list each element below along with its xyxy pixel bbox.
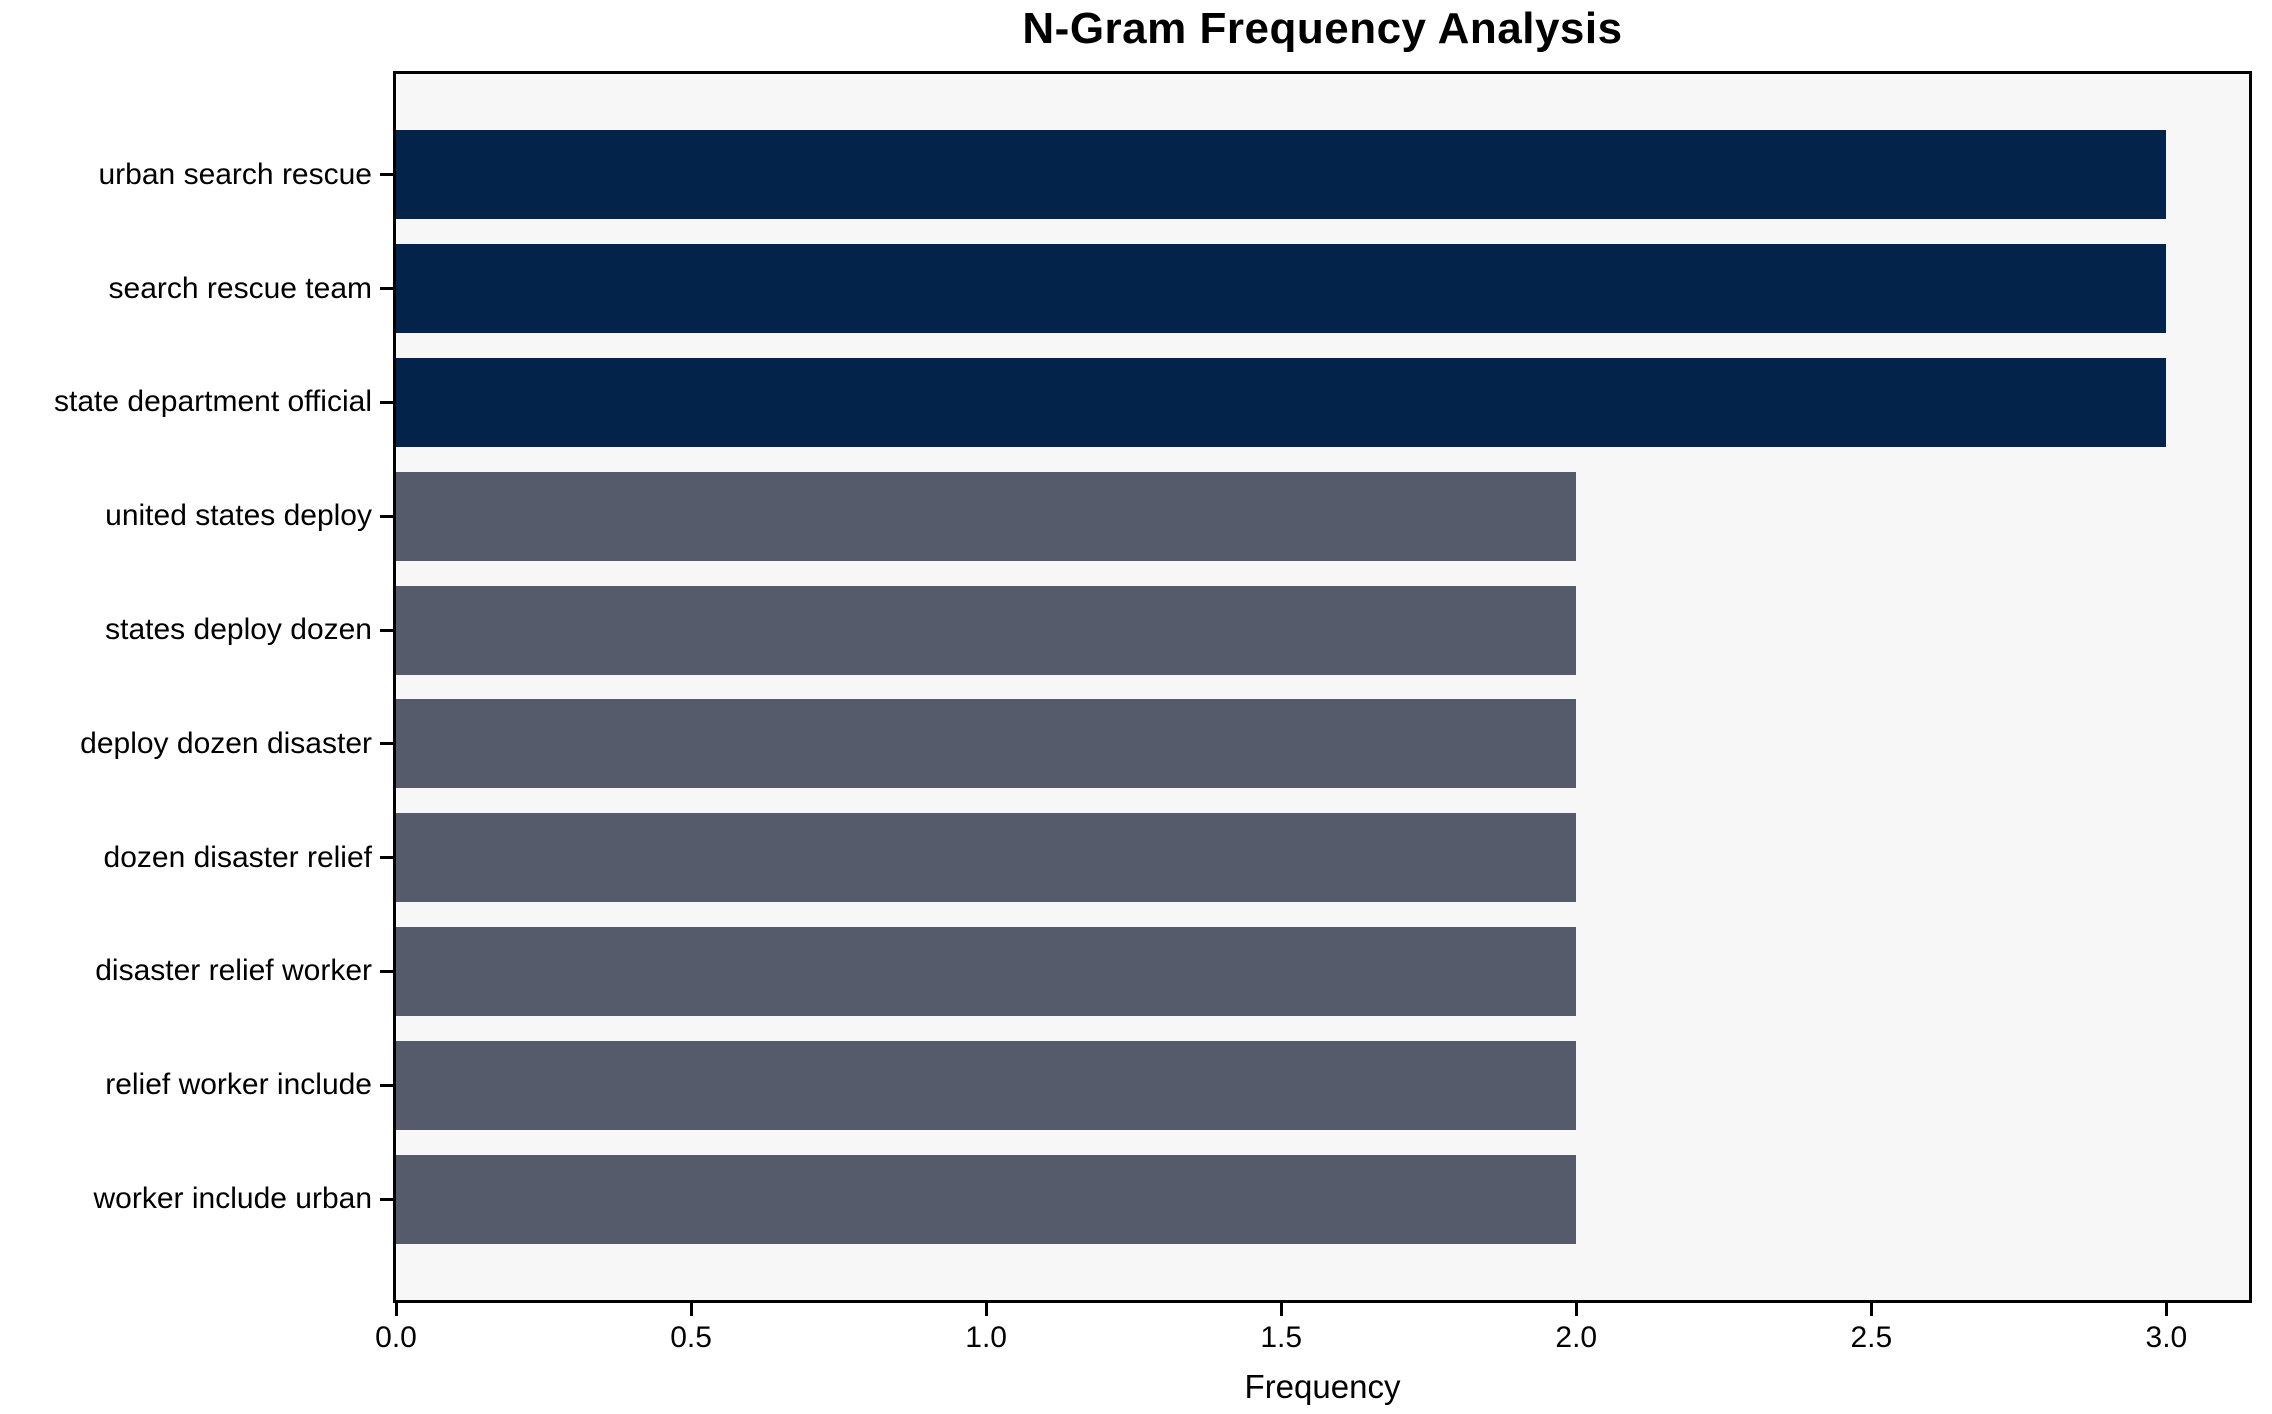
y-row: urban search rescue	[0, 118, 393, 232]
y-row: worker include urban	[0, 1142, 393, 1256]
bar-search-rescue-team	[396, 244, 2167, 334]
x-axis: 0.0 0.5 1.0 1.5 2.0 2.5 3.0	[375, 1303, 2249, 1373]
y-tick-label: states deploy dozen	[105, 613, 372, 647]
x-axis-title: Frequency	[1244, 1368, 1401, 1405]
y-row: relief worker include	[0, 1028, 393, 1142]
x-tick-mark	[689, 1303, 693, 1316]
y-tick-mark	[380, 969, 393, 973]
bar-states-deploy-dozen	[396, 585, 1577, 675]
x-tick-label: 1.5	[1260, 1321, 1303, 1354]
bar-row	[396, 573, 2249, 687]
x-tick-label: 0.0	[375, 1321, 417, 1354]
y-tick-mark	[380, 1197, 393, 1201]
bar-row	[396, 232, 2249, 346]
x-tick-mark	[1574, 1303, 1578, 1316]
y-tick-mark	[380, 742, 393, 746]
bar-worker-include-urban	[396, 1154, 1577, 1244]
y-tick-mark	[380, 856, 393, 860]
y-tick-label: worker include urban	[93, 1182, 372, 1216]
y-row: disaster relief worker	[0, 915, 393, 1029]
x-tick-label: 3.0	[2145, 1321, 2188, 1354]
y-tick-label: united states deploy	[105, 499, 372, 533]
x-tick-mark	[394, 1303, 398, 1316]
bar-row	[396, 459, 2249, 573]
bar-deploy-dozen-disaster	[396, 699, 1577, 789]
y-tick-label: deploy dozen disaster	[80, 726, 372, 760]
bar-dozen-disaster-relief	[396, 813, 1577, 903]
bar-disaster-relief-worker	[396, 926, 1577, 1016]
y-tick-label: state department official	[54, 385, 372, 419]
bar-state-department-official	[396, 357, 2167, 447]
bar-urban-search-rescue	[396, 130, 2167, 220]
x-tick-mark	[2164, 1303, 2168, 1316]
x-tick-label: 1.0	[965, 1321, 1007, 1354]
y-tick-label: search rescue team	[108, 271, 372, 305]
y-row: states deploy dozen	[0, 573, 393, 687]
bar-row	[396, 687, 2249, 801]
y-row: search rescue team	[0, 232, 393, 346]
y-tick-mark	[380, 173, 393, 177]
x-tick-mark	[1869, 1303, 1873, 1316]
x-tick-label: 2.5	[1850, 1321, 1893, 1354]
bar-row	[396, 915, 2249, 1029]
bar-row	[396, 801, 2249, 915]
y-row: united states deploy	[0, 459, 393, 573]
y-tick-mark	[380, 287, 393, 291]
y-tick-label: relief worker include	[105, 1068, 372, 1102]
chart-title: N-Gram Frequency Analysis	[1022, 4, 1623, 53]
y-row: dozen disaster relief	[0, 801, 393, 915]
bar-row	[396, 346, 2249, 460]
x-tick-label: 2.0	[1555, 1321, 1598, 1354]
y-tick-mark	[380, 628, 393, 632]
y-tick-mark	[380, 1083, 393, 1087]
y-tick-mark	[380, 514, 393, 518]
y-tick-label: disaster relief worker	[95, 954, 372, 988]
x-tick-label: 0.5	[670, 1321, 712, 1354]
y-row: state department official	[0, 346, 393, 460]
plot-area	[393, 71, 2252, 1303]
y-tick-label: urban search rescue	[98, 157, 373, 191]
bar-row	[396, 1028, 2249, 1142]
y-row: deploy dozen disaster	[0, 687, 393, 801]
bar-relief-worker-include	[396, 1040, 1577, 1130]
y-tick-mark	[380, 400, 393, 404]
bar-row	[396, 118, 2249, 232]
bar-row	[396, 1142, 2249, 1256]
y-axis-labels: urban search rescue search rescue team sta…	[0, 118, 393, 1256]
x-tick-mark	[1279, 1303, 1283, 1316]
bar-united-states-deploy	[396, 471, 1577, 561]
x-tick-mark	[984, 1303, 988, 1316]
y-tick-label: dozen disaster relief	[103, 840, 372, 874]
